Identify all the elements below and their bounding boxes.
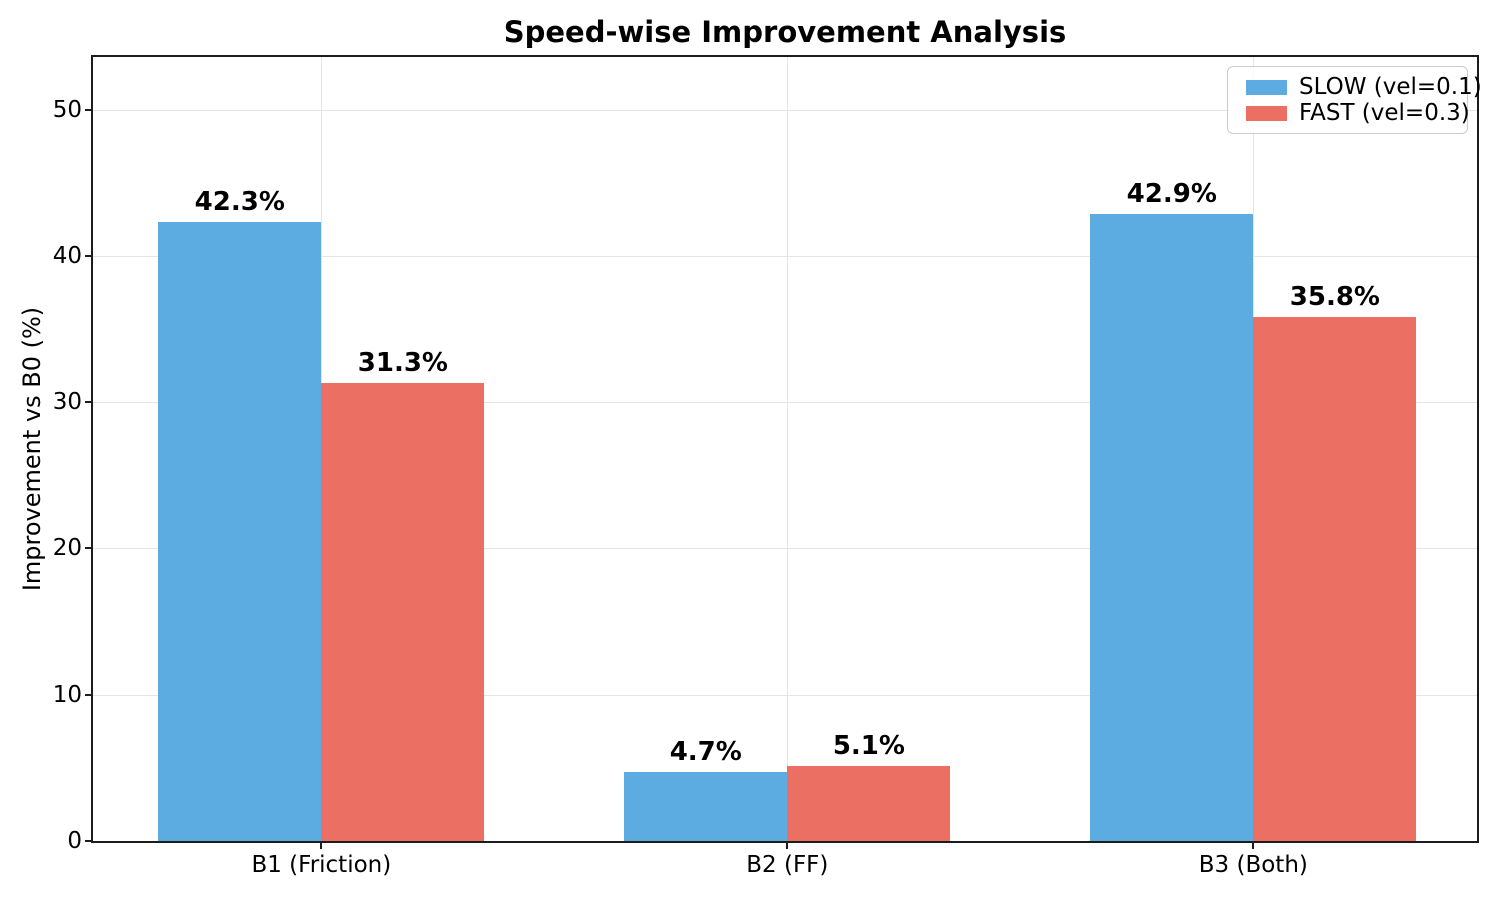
bar-slow-1 <box>158 222 322 841</box>
gridline-horizontal <box>93 109 1477 111</box>
y-tick-mark <box>85 254 93 257</box>
gridline-horizontal <box>93 694 1477 696</box>
bar-fast-3 <box>1253 317 1417 841</box>
y-tick-mark <box>85 547 93 550</box>
legend: SLOW (vel=0.1) FAST (vel=0.3) <box>1227 66 1482 134</box>
bar-value-label: 4.7% <box>669 737 742 768</box>
x-tick-mark <box>320 841 323 849</box>
x-tick-label: B2 (FF) <box>746 852 829 878</box>
legend-item: SLOW (vel=0.1) <box>1246 74 1482 100</box>
legend-item: FAST (vel=0.3) <box>1246 100 1470 126</box>
y-tick-mark <box>85 840 93 842</box>
gridline-horizontal <box>93 548 1477 550</box>
x-tick-mark <box>786 841 789 849</box>
y-tick-label: 30 <box>52 389 82 416</box>
chart-title: Speed-wise Improvement Analysis <box>503 15 1067 49</box>
x-tick-label: B1 (Friction) <box>251 852 392 878</box>
bar-value-label: 42.9% <box>1126 178 1217 209</box>
x-tick-mark <box>1252 841 1255 849</box>
gridline-horizontal <box>93 255 1477 257</box>
y-tick-label: 50 <box>52 96 82 123</box>
y-tick-label: 0 <box>67 828 82 854</box>
y-tick-label: 10 <box>52 681 82 708</box>
bar-value-label: 35.8% <box>1289 282 1380 313</box>
legend-label: SLOW (vel=0.1) <box>1299 74 1482 100</box>
bar-value-label: 5.1% <box>832 731 905 762</box>
bar-fast-2 <box>787 766 951 841</box>
x-tick-label: B3 (Both) <box>1198 852 1308 878</box>
legend-label: FAST (vel=0.3) <box>1299 100 1470 126</box>
y-tick-mark <box>85 401 93 404</box>
bar-value-label: 31.3% <box>357 348 448 379</box>
legend-swatch-fast <box>1246 105 1287 121</box>
bar-fast-1 <box>321 383 485 841</box>
bar-value-label: 42.3% <box>194 187 285 218</box>
plot-area: 42.3% 4.7% 42.9% 31.3% 5.1% 35.8% <box>93 57 1477 841</box>
y-tick-mark <box>85 108 93 111</box>
gridline-horizontal <box>93 402 1477 404</box>
legend-swatch-slow <box>1246 79 1287 95</box>
gridline-vertical <box>787 57 789 841</box>
y-tick-label: 40 <box>52 242 82 269</box>
y-tick-mark <box>85 693 93 696</box>
y-tick-label: 20 <box>52 535 82 562</box>
bar-slow-2 <box>624 772 788 841</box>
bar-slow-3 <box>1090 213 1254 841</box>
